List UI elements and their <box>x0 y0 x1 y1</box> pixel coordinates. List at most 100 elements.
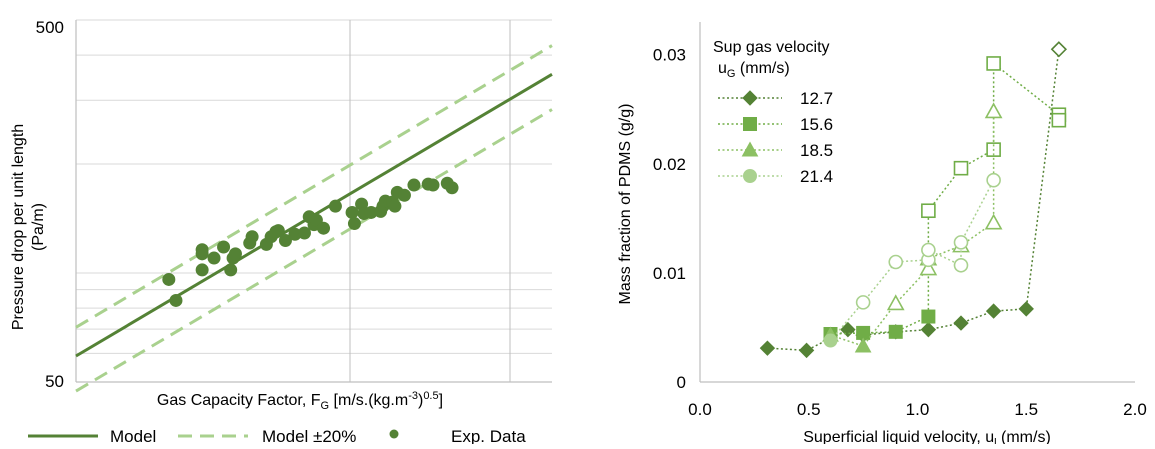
left-exp-point-9 <box>228 247 242 261</box>
right-legend-marker-3 <box>743 169 757 183</box>
right-ytick-label-1: 0.01 <box>653 264 686 283</box>
right-series-0-point-7 <box>985 303 1002 319</box>
right-series-0-point-2 <box>840 321 856 338</box>
right-ytick-label-2: 0.02 <box>653 155 686 174</box>
right-series-2-point-3 <box>919 259 938 276</box>
right-series-2-point-1 <box>854 337 872 353</box>
left-exp-point-22 <box>317 221 331 235</box>
left-exp-point-4 <box>195 243 209 257</box>
left-ytick-label-bottom: 50 <box>45 372 64 391</box>
legend-data-label: Exp. Data <box>451 427 526 444</box>
right-series-15-6 <box>823 56 1067 341</box>
left-exp-point-37 <box>407 178 421 192</box>
right-series-3-point-7 <box>986 172 1001 188</box>
right-xlabel-tail: (mm/s) <box>997 429 1051 444</box>
right-legend-title-line1: Sup gas velocity <box>713 39 830 56</box>
right-series-18-5 <box>822 102 1003 353</box>
left-exp-point-6 <box>217 240 231 254</box>
right-series-line-2 <box>830 111 995 347</box>
left-legend: Model Model ±20% Exp. Data <box>28 427 526 446</box>
right-series-1-point-7 <box>986 56 1001 71</box>
right-xlabel-main: Superficial liquid velocity, u <box>803 429 994 444</box>
left-exp-point-24 <box>345 205 359 219</box>
right-legend-label-2: 18.5 <box>800 141 833 160</box>
right-legend-marker-0 <box>742 90 758 106</box>
right-series-line-3 <box>829 179 995 342</box>
right-series-0-point-1 <box>798 342 815 359</box>
right-xtick-label-1: 0.5 <box>797 400 821 419</box>
right-series-1-point-9 <box>1051 112 1067 128</box>
right-y-ticks: 0 0.01 0.02 0.03 <box>653 46 686 392</box>
right-legend-title-sub: G <box>727 68 736 80</box>
right-x-axis-title: Superficial liquid velocity, ul (mm/s) <box>803 429 1051 444</box>
left-xlabel-tail: [m/s.(kg.m <box>329 392 408 409</box>
left-exp-point-7 <box>224 263 238 277</box>
right-legend-marker-1 <box>743 117 757 131</box>
left-xlabel-sub: G <box>321 400 330 412</box>
right-legend-label-0: 12.7 <box>800 89 833 108</box>
left-exp-point-23 <box>328 199 342 213</box>
right-series-3-point-0 <box>823 333 838 348</box>
right-series-3-point-5 <box>953 257 969 273</box>
left-y-axis-title-line2: (Pa/m) <box>30 203 47 251</box>
left-x-axis-title: Gas Capacity Factor, FG [m/s.(kg.m-3)0.5… <box>157 390 443 412</box>
right-legend-title-line2: uG (mm/s) <box>718 60 790 80</box>
left-xlabel-end: ) <box>418 392 423 409</box>
right-series-1-point-5 <box>953 160 969 176</box>
left-exp-point-39 <box>426 178 440 192</box>
right-series-0-point-9 <box>1050 41 1068 58</box>
right-series-2-point-7 <box>984 102 1003 119</box>
right-series-0-point-0 <box>759 340 776 356</box>
left-exp-point-1 <box>169 293 183 307</box>
left-band-lower-line <box>75 108 553 393</box>
left-exp-point-17 <box>288 227 302 241</box>
right-y-axis-title: Mass fraction of PDMS (g/g) <box>617 104 634 305</box>
left-exp-point-41 <box>445 181 459 195</box>
right-series-3-point-2 <box>888 254 904 270</box>
right-series-3-point-1 <box>855 295 871 310</box>
left-exp-point-16 <box>278 233 292 247</box>
right-series-0-point-8 <box>1018 301 1034 317</box>
right-series-2-point-6 <box>984 213 1003 230</box>
left-exp-point-18 <box>297 226 311 240</box>
right-legend: Sup gas velocity uG (mm/s) 12.7 15.6 18.5 2… <box>713 39 833 186</box>
left-xlabel-sup: -3 <box>408 390 418 402</box>
right-series-0-point-5 <box>920 321 937 338</box>
right-xtick-label-3: 1.5 <box>1014 400 1038 419</box>
left-xlabel-sup2: 0.5 <box>423 390 438 402</box>
right-xtick-label-0: 0.0 <box>688 400 712 419</box>
left-exp-point-2 <box>195 263 209 277</box>
right-legend-label-3: 21.4 <box>800 167 833 186</box>
left-exp-point-36 <box>397 188 411 202</box>
legend-band-label: Model ±20% <box>262 427 356 444</box>
right-legend-title-tail: (mm/s) <box>735 60 789 77</box>
right-series-3-point-6 <box>953 235 969 250</box>
right-series <box>759 41 1068 359</box>
right-legend-marker-2 <box>741 141 759 157</box>
left-exp-point-34 <box>388 199 402 213</box>
left-exp-point-28 <box>364 205 378 219</box>
right-series-1-point-2 <box>888 324 903 339</box>
left-ytick-label-top: 500 <box>36 18 64 37</box>
right-ytick-label-0: 0 <box>677 373 686 392</box>
pressure-drop-chart: 500 50 Pressure drop per unit length (Pa… <box>10 18 553 446</box>
right-series-1-point-1 <box>856 325 871 340</box>
left-exp-point-5 <box>207 251 221 265</box>
right-xlabel-sub: l <box>994 437 996 444</box>
right-legend-entries: 12.7 15.6 18.5 21.4 <box>718 89 833 186</box>
left-vertical-gridlines <box>349 20 511 382</box>
right-series-3-point-4 <box>921 242 936 258</box>
right-series-2-point-2 <box>886 294 905 311</box>
right-series-1-point-4 <box>921 203 936 219</box>
right-series-line-1 <box>830 61 1060 335</box>
right-xtick-label-2: 1.0 <box>906 400 930 419</box>
right-legend-title-u: u <box>718 60 727 77</box>
left-exp-point-0 <box>162 272 176 286</box>
right-legend-label-1: 15.6 <box>800 115 833 134</box>
left-exp-point-15 <box>271 224 285 238</box>
pdms-mass-fraction-chart: 0 0.01 0.02 0.03 0.0 0.5 1.0 1.5 2.0 Mass fract… <box>617 22 1147 449</box>
left-exp-point-25 <box>347 217 361 231</box>
left-y-axis-title-line1: Pressure drop per unit length <box>10 124 27 330</box>
